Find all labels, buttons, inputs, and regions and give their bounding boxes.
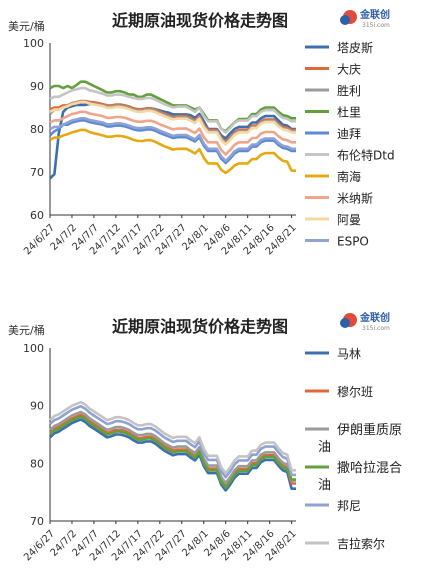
series-line-6	[49, 128, 296, 175]
y-tick-label: 100	[23, 342, 44, 355]
y-axis-unit-label: 美元/桶	[8, 19, 45, 33]
y-tick-label: 80	[30, 123, 44, 136]
logo-mark-dot-icon	[340, 318, 350, 328]
legend-label: 杜里	[337, 105, 361, 120]
logo-subtext: 315i.com	[362, 22, 390, 29]
logo-text: 金联创	[359, 8, 390, 21]
series-line-5	[49, 400, 296, 475]
y-tick-label: 90	[30, 400, 44, 413]
legend-label: 大庆	[337, 63, 361, 77]
y-tick-label: 90	[30, 80, 44, 93]
legend-label: 马林	[337, 347, 361, 361]
y-tick-label: 100	[23, 37, 44, 50]
brand-logo: 金联创 315i.com	[340, 311, 390, 332]
logo-mark-dot-icon	[340, 15, 350, 25]
legend-label: 迪拜	[337, 127, 361, 141]
legend-label: 南海	[337, 169, 361, 184]
legend-label: 米纳斯	[337, 192, 373, 206]
series-line-8	[49, 100, 296, 146]
legend-label: 布伦特Dtd	[337, 148, 395, 163]
series-line-7	[49, 110, 296, 156]
legend-label: 阿曼	[337, 213, 361, 227]
legend-label: 伊朗重质原	[337, 422, 402, 438]
y-tick-label: 70	[30, 166, 44, 179]
y-tick-label: 70	[30, 515, 44, 528]
series-line-3	[49, 80, 296, 133]
series-line-5	[49, 86, 296, 134]
legend-label: 吉拉索尔	[337, 536, 385, 551]
legend-label: ESPO	[337, 235, 369, 249]
y-axis-unit-label: 美元/桶	[8, 323, 45, 337]
legend-label: 撒哈拉混合	[337, 460, 402, 476]
series-line-1	[49, 413, 296, 488]
legend-label: 穆尔班	[337, 384, 373, 399]
series-line-4	[49, 404, 296, 479]
legend-label: 邦尼	[337, 499, 361, 513]
brand-logo: 金联创 315i.com	[340, 8, 390, 29]
series-line-3	[49, 415, 296, 489]
chart-title: 近期原油现货价格走势图	[112, 11, 288, 30]
legend-label: 塔皮斯	[337, 41, 373, 55]
y-tick-label: 80	[30, 457, 44, 470]
legend-label: 胜利	[337, 83, 361, 98]
series-line-9	[49, 117, 296, 163]
legend-label-wrap: 油	[318, 440, 331, 455]
logo-text: 金联创	[359, 311, 390, 324]
series-line-2	[49, 410, 296, 485]
series-line-0	[49, 418, 296, 492]
series-lines	[49, 400, 296, 492]
chart-title: 近期原油现货价格走势图	[112, 317, 288, 336]
y-tick-label: 60	[30, 209, 44, 222]
series-line-4	[49, 119, 296, 165]
series-lines	[49, 80, 296, 180]
legend-label-wrap: 油	[318, 478, 331, 493]
logo-subtext: 315i.com	[362, 325, 390, 332]
